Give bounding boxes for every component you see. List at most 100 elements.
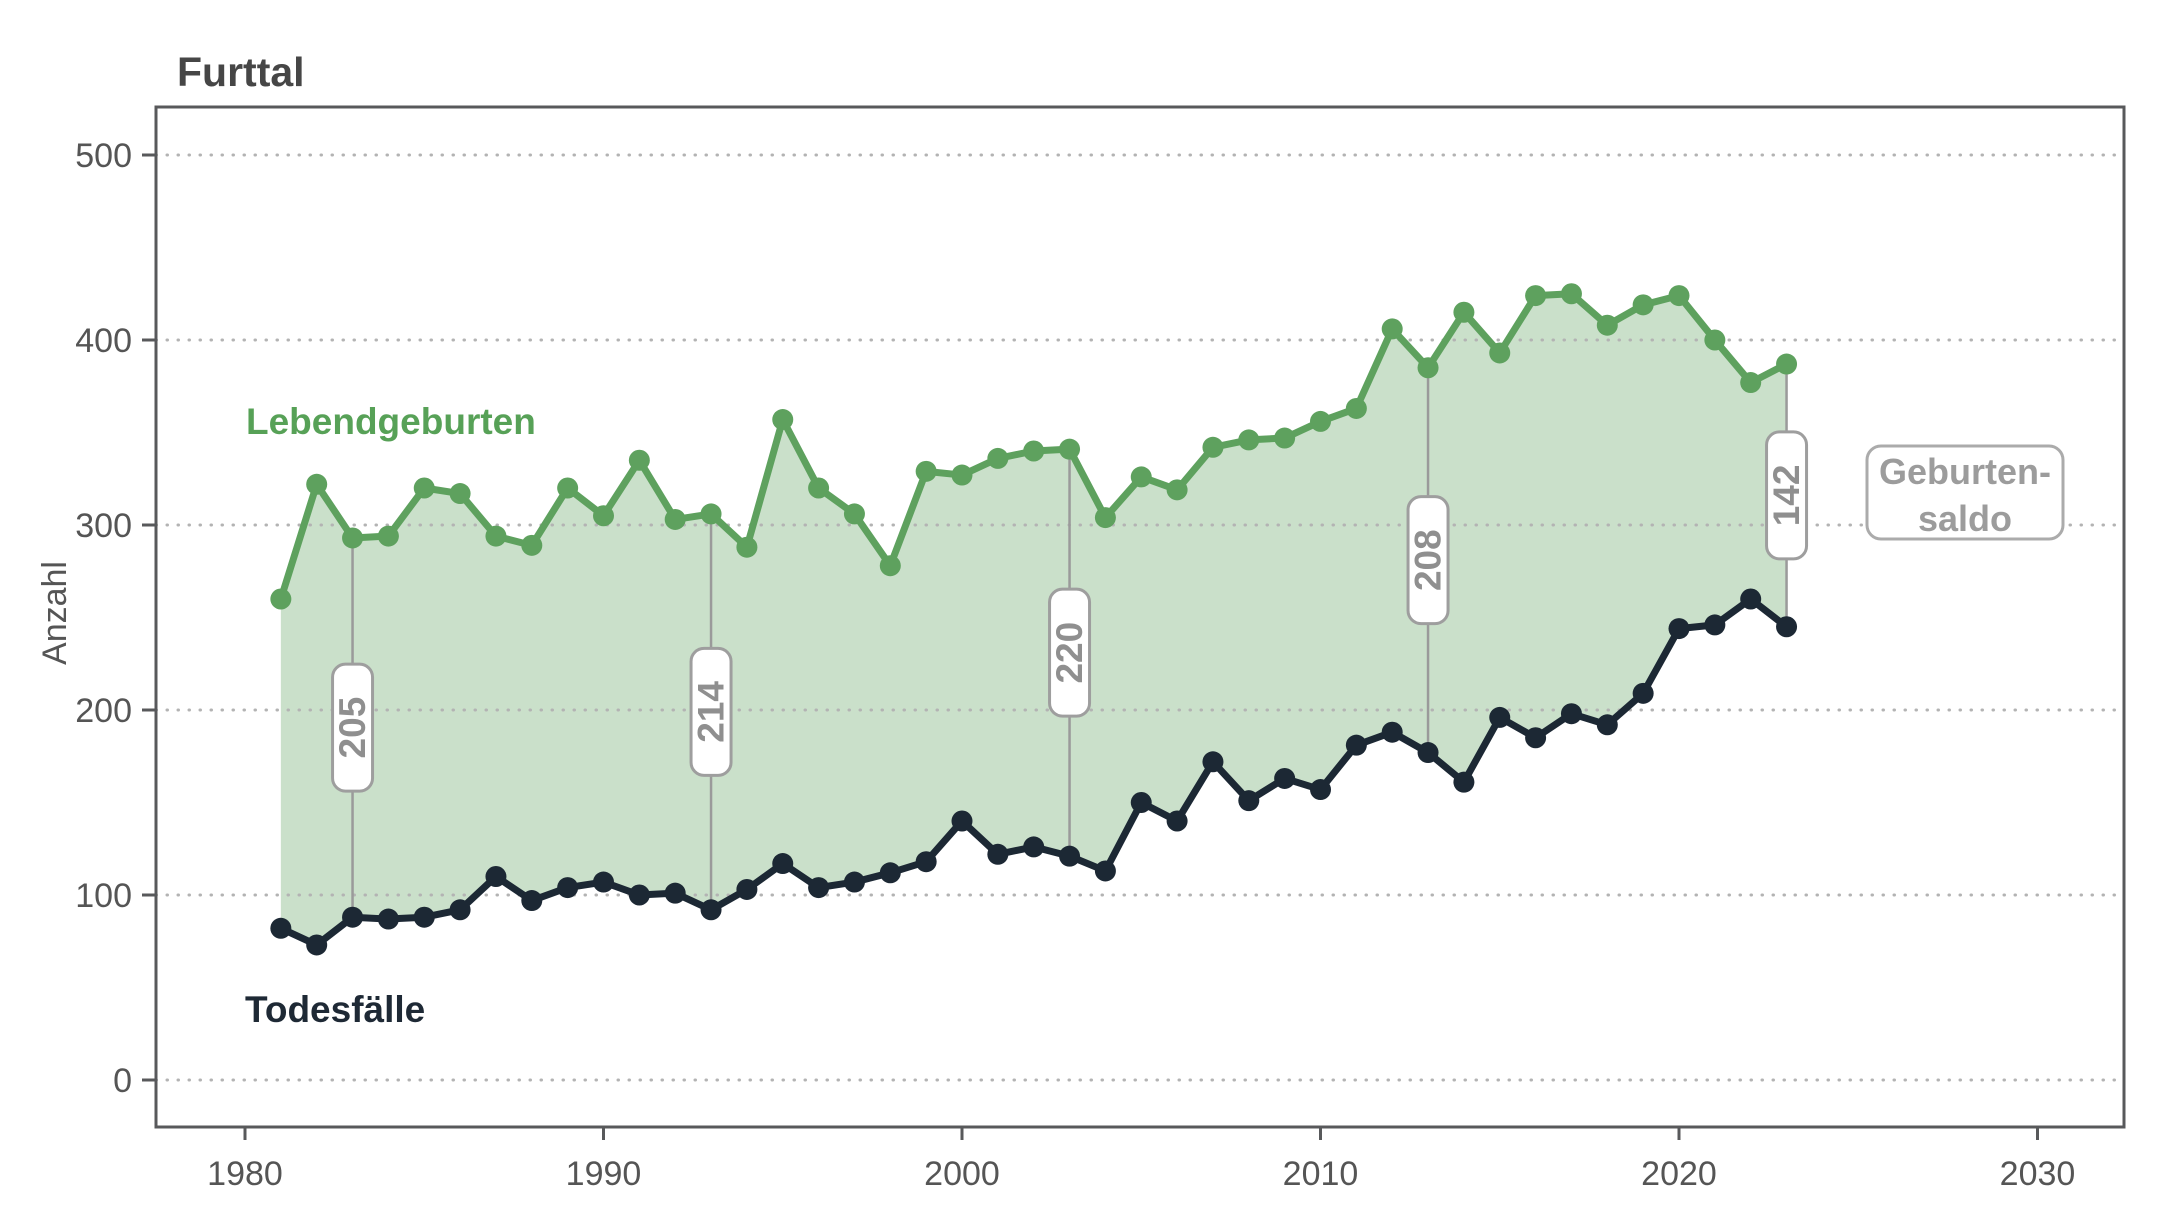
deaths-point-1988 [521, 890, 543, 912]
deaths-point-2002 [1023, 836, 1045, 858]
births-point-1983 [342, 527, 364, 549]
births-point-1994 [736, 536, 758, 558]
plot-frame [154, 105, 2126, 1129]
deaths-point-2015 [1489, 706, 1511, 728]
births-point-1990 [593, 505, 614, 527]
legend-line1: Geburten- [1879, 451, 2051, 492]
callout-label-2023: 142 [1766, 465, 1807, 527]
deaths-point-2006 [1166, 810, 1188, 832]
births-point-1997 [843, 503, 865, 525]
deaths-point-1991 [628, 884, 650, 906]
births-point-1989 [557, 477, 579, 499]
births-point-2000 [951, 464, 973, 486]
callout-boxes: 205 214 220 208 142 [331, 430, 1809, 793]
births-point-2003 [1059, 438, 1081, 460]
y-tick-label-500: 500 [75, 137, 132, 175]
deaths-point-1993 [700, 899, 722, 921]
births-point-2023 [1776, 353, 1798, 375]
callout-2023: 142 [1765, 430, 1809, 561]
births-point-1986 [449, 483, 471, 505]
deaths-point-2019 [1632, 682, 1654, 704]
deaths-point-2009 [1274, 767, 1296, 789]
deaths-point-2017 [1560, 703, 1582, 725]
births-point-1984 [377, 525, 399, 547]
deaths-point-1996 [808, 877, 830, 899]
x-tick-label-1990: 1990 [566, 1155, 642, 1193]
births-point-2013 [1417, 357, 1439, 379]
deaths-point-2008 [1238, 790, 1260, 812]
births-point-1992 [664, 508, 686, 530]
births-point-1982 [306, 473, 328, 495]
callout-box-2023 [1765, 430, 1809, 561]
deaths-point-1999 [915, 851, 937, 873]
births-point-2022 [1740, 372, 1762, 394]
births-point-2007 [1202, 436, 1224, 458]
births-point-2005 [1130, 466, 1152, 488]
callout-box-2003 [1048, 587, 1092, 718]
deaths-point-1995 [772, 853, 794, 875]
x-tick-label-2010: 2010 [1283, 1155, 1359, 1193]
births-point-2008 [1238, 429, 1260, 451]
births-point-1988 [521, 534, 543, 556]
deaths-point-1986 [449, 899, 471, 921]
births-point-2021 [1704, 329, 1726, 351]
y-tick-label-300: 300 [75, 507, 132, 545]
callout-box-1983 [331, 662, 375, 793]
births-point-2002 [1023, 440, 1045, 462]
series-lines [270, 283, 1798, 956]
callout-1983: 205 [331, 662, 375, 793]
chart-title: Furttal [177, 49, 305, 95]
deaths-point-2020 [1668, 618, 1690, 640]
deaths-point-2011 [1345, 734, 1367, 756]
y-tick-label-0: 0 [113, 1062, 132, 1100]
deaths-point-1997 [843, 871, 865, 893]
callout-1993: 214 [689, 646, 733, 777]
deaths-point-2013 [1417, 742, 1439, 764]
x-tick-label-2000: 2000 [924, 1155, 1000, 1193]
births-point-2011 [1345, 397, 1367, 419]
births-point-2014 [1453, 301, 1475, 323]
births-point-1999 [915, 460, 937, 482]
callout-2003: 220 [1048, 587, 1092, 718]
deaths-point-1994 [736, 878, 758, 900]
births-point-2019 [1632, 294, 1654, 316]
x-tick-label-2020: 2020 [1641, 1155, 1717, 1193]
y-tick-label-200: 200 [75, 692, 132, 730]
callout-label-1993: 214 [691, 681, 732, 743]
callout-label-1983: 205 [332, 697, 373, 759]
births-point-2009 [1274, 427, 1296, 449]
legend-line2: saldo [1918, 498, 2012, 539]
deaths-point-1981 [270, 917, 292, 939]
births-point-2015 [1489, 342, 1511, 364]
callout-label-2013: 208 [1408, 529, 1449, 591]
x-tick-label-2030: 2030 [2000, 1155, 2076, 1193]
births-series-label: Lebendgeburten [246, 401, 536, 442]
births-point-2012 [1381, 318, 1403, 340]
deaths-point-1990 [593, 871, 614, 893]
deaths-point-2004 [1094, 860, 1116, 882]
y-tick-label-400: 400 [75, 322, 132, 360]
callout-box-2013 [1406, 495, 1450, 626]
births-point-2004 [1094, 507, 1116, 529]
deaths-point-2021 [1704, 614, 1726, 636]
deaths-point-2000 [951, 810, 973, 832]
births-point-1987 [485, 525, 507, 547]
deaths-point-1984 [377, 908, 399, 930]
births-point-1995 [772, 409, 794, 431]
deaths-point-2014 [1453, 771, 1475, 793]
deaths-point-1987 [485, 866, 507, 887]
y-axis-label: Anzahl [36, 561, 74, 665]
birth-surplus-polygon [280, 293, 1787, 945]
births-point-1981 [270, 588, 292, 610]
deaths-point-2016 [1525, 727, 1547, 749]
deaths-point-1998 [879, 862, 901, 884]
births-point-2018 [1596, 314, 1618, 336]
y-tick-label-100: 100 [75, 877, 132, 915]
births-point-1985 [413, 477, 435, 499]
x-tick-label-1980: 1980 [207, 1155, 283, 1193]
legend-birth-surplus: Geburten- saldo [1865, 444, 2065, 541]
births-point-2020 [1668, 285, 1690, 307]
callout-box-1993 [689, 646, 733, 777]
